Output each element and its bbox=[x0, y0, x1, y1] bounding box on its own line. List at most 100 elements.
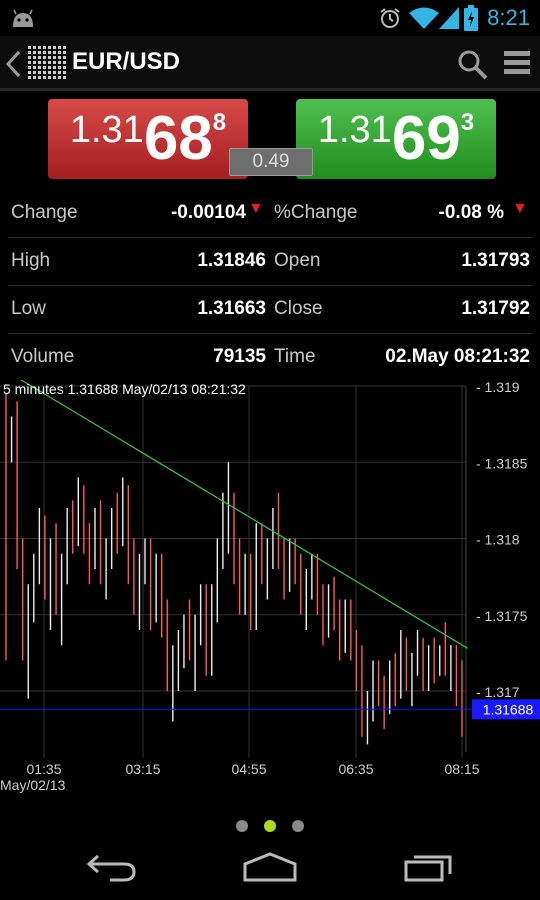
x-tick-label: 01:35 bbox=[26, 761, 61, 777]
back-chevron-icon[interactable] bbox=[4, 50, 22, 78]
pct-change-label: %Change bbox=[274, 202, 358, 223]
spread-badge: 0.49 bbox=[229, 148, 313, 176]
x-date-label: May/02/13 bbox=[0, 777, 66, 793]
logo-dot bbox=[28, 51, 31, 54]
status-bar: 8:21 bbox=[0, 0, 540, 36]
price-chart[interactable]: - 1.319 - 1.3185 - 1.318 - 1.3175 - 1.317 01:… bbox=[0, 380, 540, 820]
logo-dot bbox=[63, 66, 66, 69]
stats-row-volume: Volume 79135 Time 02.May 08:21:32 bbox=[8, 334, 532, 381]
stats-row-low: Low 1.31663 Close 1.31792 bbox=[8, 286, 532, 334]
logo-dot bbox=[53, 61, 56, 64]
down-arrow-icon: ▼ bbox=[512, 200, 528, 217]
volume-label: Volume bbox=[11, 346, 75, 367]
volume-value: 79135 bbox=[213, 346, 266, 367]
logo-dot bbox=[28, 56, 31, 59]
logo-dot bbox=[33, 66, 36, 69]
open-value: 1.31793 bbox=[461, 250, 530, 271]
change-label: Change bbox=[11, 202, 78, 223]
pager-dot-3[interactable] bbox=[292, 820, 304, 832]
logo-dot bbox=[38, 66, 41, 69]
pager-dot-1[interactable] bbox=[236, 820, 248, 832]
change-value: -0.00104 bbox=[170, 202, 246, 223]
logo-dot bbox=[33, 51, 36, 54]
logo-dot bbox=[63, 71, 66, 74]
action-bar: EUR/USD bbox=[0, 36, 540, 91]
android-icon bbox=[13, 9, 33, 27]
x-tick-label: 08:15 bbox=[444, 761, 479, 777]
current-price-badge bbox=[472, 699, 540, 720]
pct-change-value: -0.08 % bbox=[438, 202, 504, 223]
y-tick-label: - 1.3175 bbox=[476, 608, 528, 624]
low-label: Low bbox=[11, 298, 46, 319]
logo-dot bbox=[58, 76, 61, 79]
logo-dot bbox=[58, 51, 61, 54]
down-arrow-icon: ▼ bbox=[248, 200, 264, 217]
time-label: Time bbox=[274, 346, 316, 367]
y-tick-label: - 1.3185 bbox=[476, 455, 528, 471]
high-value: 1.31846 bbox=[197, 250, 266, 271]
logo-dot bbox=[58, 56, 61, 59]
logo-dot bbox=[43, 71, 46, 74]
logo-dot bbox=[38, 71, 41, 74]
high-label: High bbox=[11, 250, 51, 271]
logo-dot bbox=[43, 66, 46, 69]
y-tick-label: - 1.317 bbox=[476, 684, 520, 700]
logo-dot bbox=[28, 46, 31, 49]
logo-dot bbox=[48, 61, 51, 64]
logo-dot bbox=[63, 56, 66, 59]
logo-dot bbox=[43, 56, 46, 59]
logo-dot bbox=[63, 51, 66, 54]
menu-icon[interactable] bbox=[504, 50, 530, 76]
logo-dot bbox=[28, 61, 31, 64]
logo-dot bbox=[33, 61, 36, 64]
logo-dot bbox=[48, 71, 51, 74]
y-tick-label: - 1.319 bbox=[476, 380, 520, 395]
logo-dot bbox=[53, 76, 56, 79]
pager-dot-2-active[interactable] bbox=[264, 820, 276, 832]
logo-dot bbox=[63, 46, 66, 49]
buy-price-button[interactable]: 1.31693 bbox=[296, 99, 496, 179]
logo-dot bbox=[63, 61, 66, 64]
time-value: 02.May 08:21:32 bbox=[385, 346, 530, 367]
logo-dot bbox=[38, 61, 41, 64]
alarm-icon bbox=[380, 8, 400, 28]
navigation-bar bbox=[0, 838, 540, 900]
trendline bbox=[20, 380, 468, 649]
logo-dot bbox=[63, 76, 66, 79]
logo-dot bbox=[58, 46, 61, 49]
y-tick-label: - 1.318 bbox=[476, 532, 520, 548]
current-price-label: 1.31688 bbox=[483, 701, 534, 717]
sell-price-button[interactable]: 1.31688 bbox=[48, 99, 248, 179]
stats-row-high: High 1.31846 Open 1.31793 bbox=[8, 238, 532, 286]
logo-dot bbox=[33, 71, 36, 74]
sell-price-prefix: 1.31 bbox=[69, 109, 144, 151]
x-tick-label: 03:15 bbox=[125, 761, 160, 777]
logo-dot bbox=[53, 46, 56, 49]
low-value: 1.31663 bbox=[197, 298, 266, 319]
logo-dot bbox=[48, 46, 51, 49]
signal-icon bbox=[439, 7, 459, 29]
x-tick-label: 04:55 bbox=[231, 761, 266, 777]
logo-dot bbox=[43, 76, 46, 79]
x-tick-label: 06:35 bbox=[338, 761, 373, 777]
status-time: 8:21 bbox=[487, 5, 530, 30]
sell-price-pips: 68 bbox=[143, 104, 213, 173]
buy-price-fraction: 3 bbox=[460, 109, 475, 136]
close-value: 1.31792 bbox=[461, 298, 530, 319]
logo-dot bbox=[58, 71, 61, 74]
home-icon[interactable] bbox=[242, 852, 298, 882]
logo-dot bbox=[33, 56, 36, 59]
app-logo-icon[interactable] bbox=[26, 44, 68, 80]
logo-dot bbox=[48, 76, 51, 79]
search-icon[interactable] bbox=[456, 48, 488, 80]
logo-dot bbox=[58, 66, 61, 69]
logo-dot bbox=[53, 66, 56, 69]
recent-apps-icon[interactable] bbox=[404, 852, 454, 882]
chart-title: 5 minutes 1.31688 May/02/13 08:21:32 bbox=[3, 381, 246, 397]
logo-dot bbox=[38, 51, 41, 54]
back-icon[interactable] bbox=[86, 852, 138, 882]
logo-dot bbox=[53, 56, 56, 59]
wifi-icon bbox=[409, 7, 439, 29]
sell-price-fraction: 8 bbox=[212, 109, 227, 136]
logo-dot bbox=[58, 61, 61, 64]
